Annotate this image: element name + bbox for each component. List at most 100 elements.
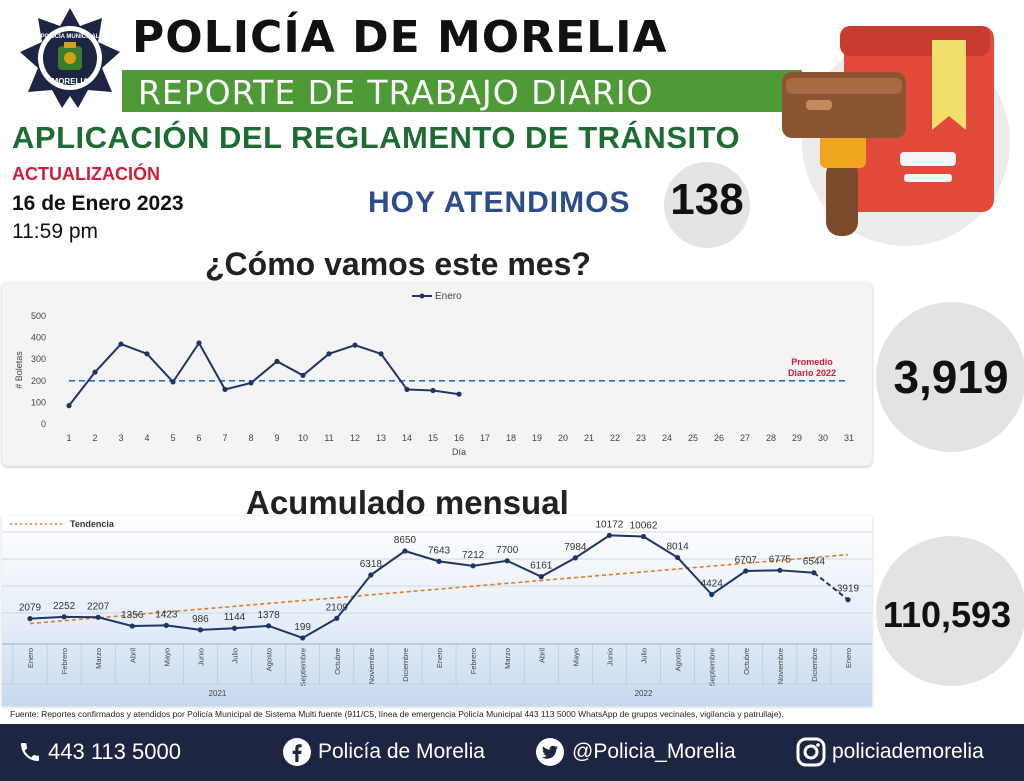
month-total-circle [876, 302, 1024, 452]
legend-label: Tendencia [70, 519, 115, 529]
x-tick-label: Abril [537, 648, 546, 663]
x-tick-label: Abril [128, 648, 137, 663]
x-tick-label: 6 [196, 433, 201, 443]
police-badge-icon: POLICÍA MUNICIPAL MORELIA [20, 8, 120, 108]
data-point [61, 614, 67, 620]
data-point [170, 379, 176, 385]
data-label: 3919 [837, 584, 860, 595]
footer-phone-text: 443 113 5000 [48, 739, 181, 764]
data-point [777, 567, 783, 573]
data-label: 1356 [121, 610, 144, 621]
reference-label: Promedio [791, 357, 833, 367]
data-point [265, 623, 272, 629]
badge-bottom-text: MORELIA [52, 77, 89, 86]
data-point [27, 616, 33, 622]
source-note: Fuente: Reportes confirmados y atendidos… [10, 709, 784, 719]
accum-total-circle [876, 536, 1024, 686]
x-tick-label: Enero [844, 648, 853, 668]
x-tick-label: 1 [66, 433, 71, 443]
data-point [300, 372, 306, 378]
x-tick-label: Mayo [571, 648, 580, 666]
x-tick-label: 4 [144, 433, 149, 443]
data-point [231, 625, 238, 631]
x-tick-label: Marzo [94, 648, 103, 669]
gavel-icon [782, 72, 906, 236]
x-tick-label: Septiembre [708, 648, 717, 686]
data-point [66, 403, 72, 409]
accum-chart-panel [2, 516, 872, 706]
x-tick-label: Diciembre [810, 648, 819, 682]
accum-chart: Enero Febrero Marzo Abril Mayo Junio Julio Agos… [2, 519, 872, 698]
x-tick-label: 25 [688, 433, 698, 443]
x-tick-label: Agosto [265, 648, 274, 671]
data-label: 8014 [666, 542, 689, 553]
x-tick-label: 29 [792, 433, 802, 443]
x-tick-label: 30 [818, 433, 828, 443]
x-tick-label: 27 [740, 433, 750, 443]
x-tick-label: 26 [714, 433, 724, 443]
legend-label: Enero [435, 291, 462, 302]
data-label: 7212 [462, 550, 485, 561]
x-tick-label: 10 [298, 433, 308, 443]
footer-facebook[interactable]: Policía de Morelia [282, 737, 485, 767]
x-tick-label: Enero [26, 648, 35, 668]
x-tick-label: Mayo [162, 648, 171, 666]
data-point [300, 635, 306, 641]
x-tick-label: 11 [324, 433, 333, 443]
data-label: 2109 [326, 602, 349, 613]
footer-instagram-text: policiademorelia [832, 740, 984, 763]
data-point [430, 387, 436, 394]
reference-label: Diario 2022 [788, 368, 836, 378]
data-label: 6318 [360, 559, 383, 570]
data-label: 1144 [224, 612, 246, 623]
data-point [674, 554, 681, 561]
year-label: 2021 [209, 689, 227, 698]
x-tick-label: 15 [428, 433, 438, 443]
subtitle-bar: REPORTE DE TRABAJO DIARIO [122, 70, 802, 112]
x-tick-label: 28 [766, 433, 776, 443]
month-chart-panel [2, 282, 872, 466]
data-point [129, 623, 135, 629]
data-point [95, 614, 101, 620]
gavel-book-illustration [782, 26, 1010, 246]
data-label: 4424 [701, 578, 724, 589]
x-tick-label: 12 [350, 433, 360, 443]
footer-twitter[interactable]: @Policia_Morelia [534, 737, 736, 767]
data-point [606, 532, 613, 538]
series-line [29, 534, 814, 640]
y-tick-label: 400 [31, 333, 46, 343]
x-tick-label: 16 [454, 433, 464, 443]
data-point [845, 597, 851, 603]
x-tick-label: 18 [506, 433, 516, 443]
update-label: ACTUALIZACIÓN [12, 164, 160, 184]
data-point [222, 386, 228, 393]
data-label: 6707 [735, 555, 758, 566]
data-label: 1378 [257, 610, 280, 621]
x-tick-label: 2 [92, 433, 97, 443]
page-title: POLICÍA DE MORELIA [132, 12, 668, 63]
data-point [197, 627, 204, 633]
footer-instagram[interactable]: policiademorelia [796, 737, 984, 767]
today-label: HOY ATENDIMOS [368, 186, 631, 219]
x-tick-label: 21 [584, 433, 594, 443]
data-point [196, 340, 202, 346]
footer-phone[interactable]: 443 113 5000 [18, 737, 181, 767]
x-tick-label: Enero [435, 648, 444, 668]
data-point [538, 574, 544, 580]
month-title: ¿Cómo vamos este mes? [205, 246, 591, 282]
trend-line [29, 553, 849, 625]
x-tick-label: 13 [376, 433, 386, 443]
data-label: 7700 [496, 545, 519, 556]
legend-marker [419, 293, 425, 299]
phone-icon [21, 743, 39, 761]
x-tick-label: Octubre [333, 648, 342, 675]
update-date: 16 de Enero 2023 [12, 192, 184, 215]
instagram-icon [796, 737, 826, 767]
x-tick-label: Junio [605, 648, 614, 666]
data-label: 199 [294, 622, 311, 633]
facebook-icon [283, 738, 311, 766]
series-line-partial [813, 571, 849, 601]
x-tick-label: 17 [480, 433, 490, 443]
data-point [352, 342, 358, 348]
series-line-enero [68, 341, 460, 407]
